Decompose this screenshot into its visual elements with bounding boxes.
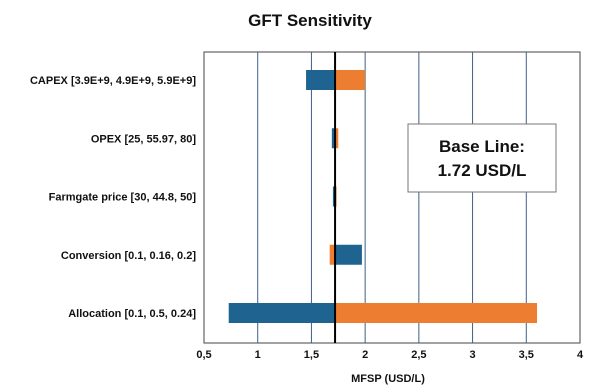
x-tick-label: 3 [470, 349, 476, 361]
bar-blue [228, 303, 336, 323]
plot-border [203, 51, 581, 344]
base-line-note: Base Line: 1.72 USD/L [407, 123, 557, 193]
bar-orange [329, 244, 336, 265]
x-axis-title: MFSP (USD/L) [351, 373, 425, 385]
x-tick-label: 1,5 [304, 349, 319, 361]
chart-title: GFT Sensitivity [248, 11, 372, 30]
category-label: Allocation [0.1, 0.5, 0.24] [68, 308, 196, 320]
bar-blue [306, 70, 336, 90]
category-label: Conversion [0.1, 0.16, 0.2] [61, 250, 196, 262]
grid-lines [257, 52, 527, 343]
bar-blue [332, 186, 336, 207]
base-line-note-box [407, 123, 557, 193]
bar-orange [335, 70, 366, 90]
base-line-note-line2: 1.72 USD/L [438, 161, 527, 180]
bars [228, 70, 538, 323]
category-label: OPEX [25, 55.97, 80] [91, 133, 197, 145]
x-tick-label: 4 [577, 349, 584, 361]
base-line-note-line1: Base Line: [439, 137, 525, 156]
x-tick-label: 1 [255, 349, 261, 361]
x-tick-label: 2,5 [411, 349, 426, 361]
x-tick-labels: 0,5 1 1,5 2 2,5 3 3,5 4 [196, 349, 584, 361]
category-label: Farmgate price [30, 44.8, 50] [49, 192, 197, 204]
x-tick-label: 2 [362, 349, 368, 361]
x-tick-label: 0,5 [196, 349, 211, 361]
plot-area [203, 51, 581, 344]
x-tick-label: 3,5 [519, 349, 534, 361]
category-label: CAPEX [3.9E+9, 4.9E+9, 5.9E+9] [30, 75, 196, 87]
category-labels: CAPEX [3.9E+9, 4.9E+9, 5.9E+9] OPEX [25, … [30, 75, 196, 320]
bar-orange [335, 303, 538, 323]
bar-blue [335, 244, 362, 265]
bar-blue [331, 128, 336, 149]
bar-orange [335, 128, 339, 149]
